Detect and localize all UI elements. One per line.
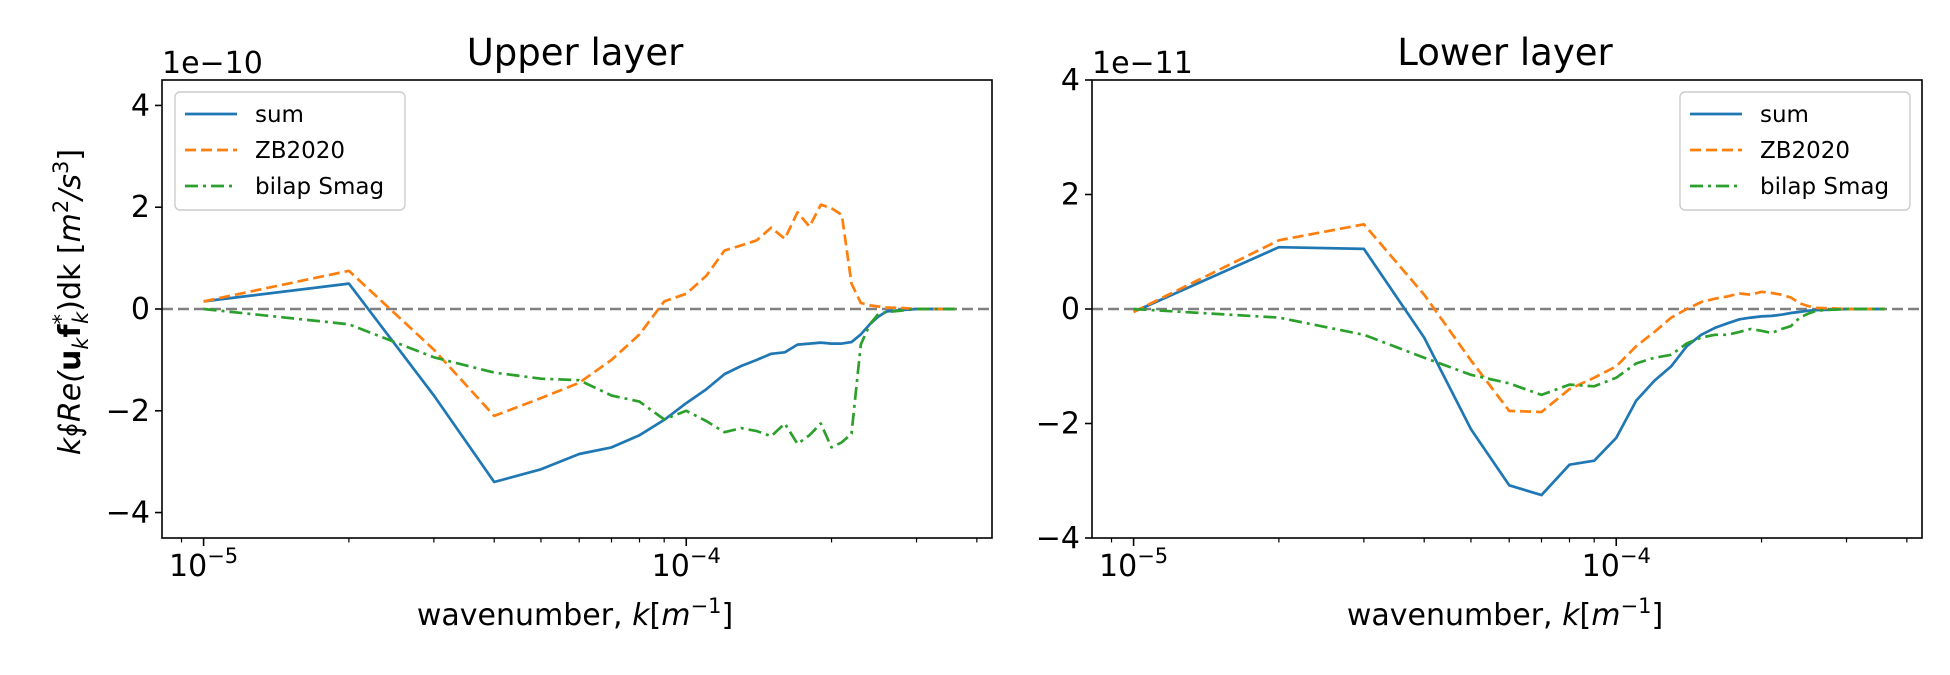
y-tick-label: 0 xyxy=(131,292,150,327)
legend-label: bilap Smag xyxy=(1760,174,1889,200)
legend-label: ZB2020 xyxy=(255,138,345,164)
series-line-zb2020 xyxy=(1133,222,1885,414)
legend-label: sum xyxy=(1760,102,1809,128)
y-axis-label: k∮Re(ukf*k)dk [m2/s3] xyxy=(49,149,93,455)
legend-box xyxy=(1679,91,1911,211)
y-tick-label: 4 xyxy=(1061,63,1080,98)
upper-layer-panel: Upper layer 1e−10 −4 −2 0 2 4 10−5 10−4 waven… xyxy=(106,31,993,633)
y-tick-label: 0 xyxy=(1061,292,1080,327)
y-tick-label: 4 xyxy=(131,88,150,123)
x-tick-label: 10−4 xyxy=(652,544,721,584)
y-ticks: −4 −2 0 2 4 xyxy=(106,88,162,531)
panel-title: Lower layer xyxy=(1397,31,1613,74)
panel-title: Upper layer xyxy=(467,31,684,74)
y-tick-label: −2 xyxy=(106,394,150,429)
series-line-zb2020 xyxy=(203,203,955,418)
x-tick-label: 10−4 xyxy=(1582,544,1651,584)
x-axis-label: wavenumber, k[m−1] xyxy=(417,594,733,633)
legend: sum ZB2020 bilap Smag xyxy=(174,91,406,211)
series-line-bilap-smag xyxy=(203,307,955,449)
y-tick-label: −2 xyxy=(1036,407,1080,442)
series-line-sum xyxy=(1133,245,1885,497)
x-ticks: 10−5 10−4 xyxy=(169,538,978,584)
legend-label: bilap Smag xyxy=(255,174,384,200)
x-axis-label: wavenumber, k[m−1] xyxy=(1347,594,1663,633)
y-ticks: −4 −2 0 2 4 xyxy=(1036,63,1092,556)
y-tick-label: 2 xyxy=(131,190,150,225)
legend: sum ZB2020 bilap Smag xyxy=(1679,91,1911,211)
legend-label: sum xyxy=(255,102,304,128)
y-tick-label: 2 xyxy=(1061,178,1080,213)
y-tick-label: −4 xyxy=(1036,521,1080,556)
legend-label: ZB2020 xyxy=(1760,138,1850,164)
series-line-sum xyxy=(203,282,955,484)
x-tick-label: 10−5 xyxy=(169,544,238,584)
y-tick-label: −4 xyxy=(106,496,150,531)
x-ticks: 10−5 10−4 xyxy=(1099,538,1908,584)
y-multiplier: 1e−10 xyxy=(162,46,263,81)
lower-layer-panel: Lower layer 1e−11 −4 −2 0 2 4 10−5 10−4 waven… xyxy=(1036,31,1923,633)
y-multiplier: 1e−11 xyxy=(1092,46,1193,81)
series-line-bilap-smag xyxy=(1133,307,1885,397)
legend-box xyxy=(174,91,406,211)
x-tick-label: 10−5 xyxy=(1099,544,1168,584)
